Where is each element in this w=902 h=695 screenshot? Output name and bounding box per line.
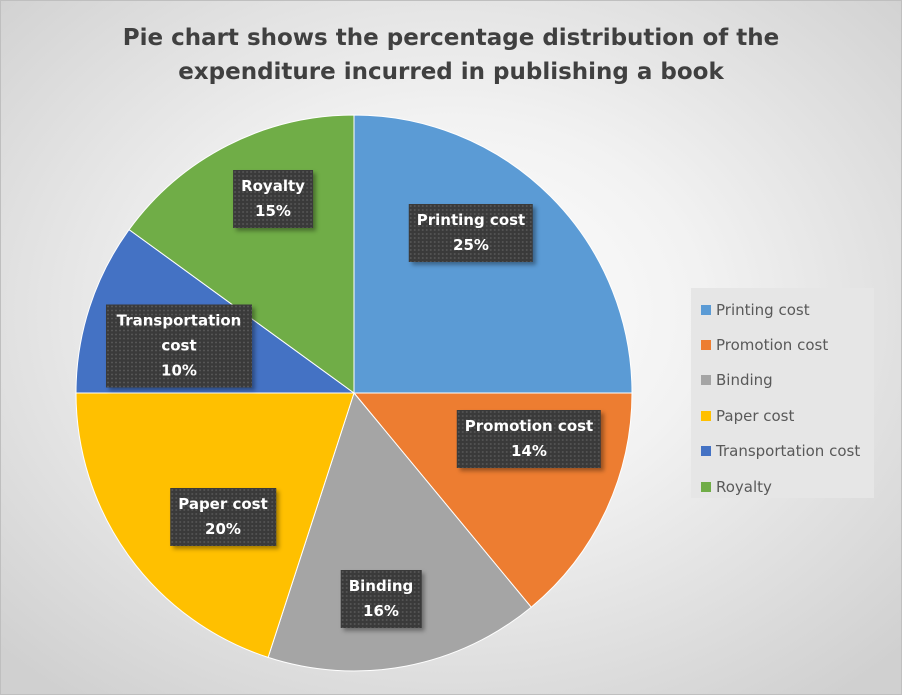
data-label: Printing cost 25% (408, 204, 534, 262)
data-label-value: 15% (255, 202, 291, 220)
legend-item: Paper cost (691, 398, 874, 433)
legend-item: Printing cost (691, 292, 874, 327)
data-label-value: 16% (363, 602, 399, 620)
legend-label: Binding (716, 371, 773, 390)
data-label-value: 14% (511, 442, 547, 460)
data-label: Royalty 15% (233, 170, 313, 228)
legend-label: Printing cost (716, 300, 810, 319)
data-label: Transportation cost 10% (106, 304, 252, 388)
chart-title-line-1: Pie chart shows the percentage distribut… (122, 25, 780, 51)
chart-title: Pie chart shows the percentage distribut… (1, 21, 901, 89)
legend-swatch (701, 446, 711, 457)
data-label-value: 10% (161, 361, 197, 380)
data-label-category: Transportation cost (116, 311, 242, 355)
legend: Printing cost Promotion cost Binding Paper … (691, 288, 874, 498)
legend-swatch (701, 481, 711, 492)
legend-swatch (701, 304, 711, 315)
legend-swatch (701, 340, 711, 351)
data-label: Promotion cost 14% (456, 410, 602, 468)
legend-swatch (701, 375, 711, 386)
legend-label: Transportation cost (716, 442, 861, 461)
data-label: Binding 16% (340, 570, 422, 628)
data-label-value: 25% (453, 236, 489, 254)
data-label-value: 20% (205, 520, 241, 538)
legend-item: Royalty (691, 469, 874, 504)
data-label-category: Royalty (241, 177, 305, 195)
legend-item: Transportation cost (691, 434, 874, 469)
legend-label: Promotion cost (716, 336, 829, 355)
legend-item: Binding (691, 363, 874, 398)
chart-title-line-2: expenditure incurred in publishing a boo… (178, 59, 724, 85)
data-label: Paper cost 20% (170, 488, 276, 546)
data-label-category: Binding (348, 577, 414, 595)
legend-swatch (701, 410, 711, 421)
legend-item: Promotion cost (691, 327, 874, 362)
legend-label: Paper cost (716, 406, 795, 425)
data-label-category: Promotion cost (464, 417, 594, 435)
legend-label: Royalty (716, 477, 772, 496)
data-label-category: Paper cost (178, 495, 268, 513)
data-label-category: Printing cost (416, 211, 526, 229)
pie-slice-binding (267, 391, 532, 672)
